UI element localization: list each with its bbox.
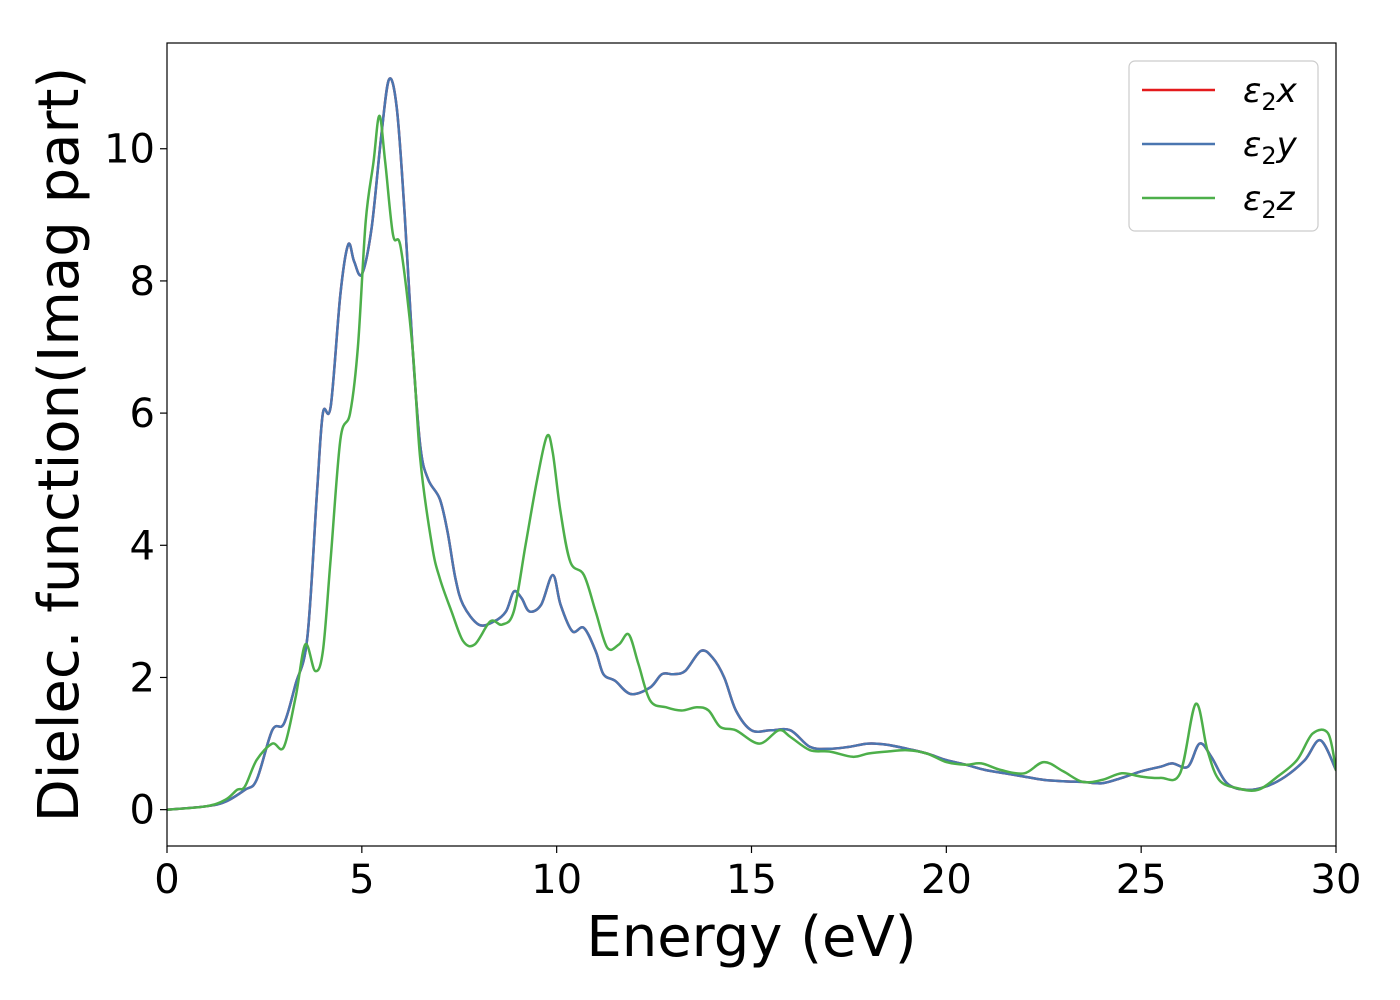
x-tick-label: 5 <box>349 857 374 903</box>
y-tick-label: 4 <box>130 523 155 569</box>
y-tick-label: 10 <box>104 127 155 173</box>
series-line-y <box>167 77 1336 811</box>
y-tick-label: 8 <box>130 259 155 305</box>
x-tick-label: 20 <box>921 857 972 903</box>
y-axis-label: Dielec. function(Imag part) <box>27 67 92 823</box>
legend: ε2x ε2y ε2z <box>1128 60 1319 232</box>
legend-label-x: ε2x <box>1243 71 1298 116</box>
x-tick-label: 25 <box>1116 857 1167 903</box>
x-tick-label: 15 <box>726 857 777 903</box>
x-axis-label: Energy (eV) <box>586 905 916 970</box>
x-axis-ticks: 0 5 10 15 20 25 30 <box>154 846 1361 903</box>
y-tick-label: 0 <box>130 788 155 834</box>
x-tick-label: 0 <box>154 857 179 903</box>
legend-box <box>1128 60 1319 232</box>
y-tick-label: 2 <box>130 655 155 701</box>
series-line-z <box>167 114 1336 811</box>
legend-label-y: ε2y <box>1243 125 1298 170</box>
plot-lines <box>167 77 1336 811</box>
legend-label-z: ε2z <box>1243 179 1296 224</box>
y-tick-label: 6 <box>130 391 155 437</box>
x-tick-label: 30 <box>1311 857 1362 903</box>
y-axis-ticks: 0 2 4 6 8 10 <box>104 127 167 834</box>
x-tick-label: 10 <box>531 857 582 903</box>
